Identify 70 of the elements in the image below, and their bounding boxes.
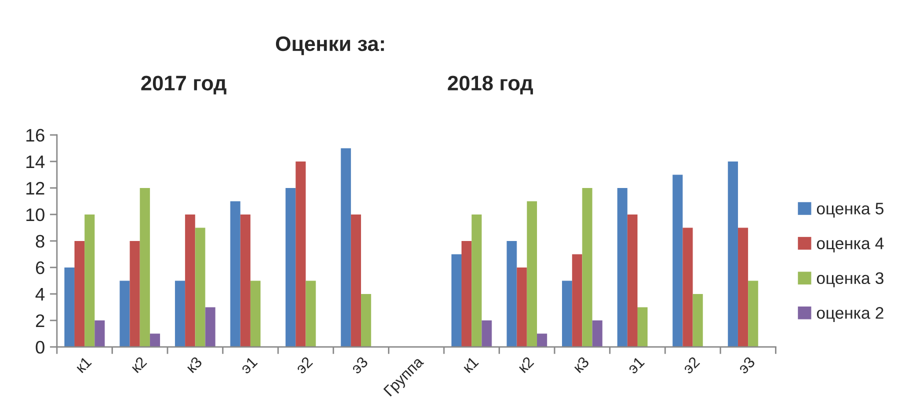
bar	[286, 188, 296, 347]
bar	[738, 228, 748, 347]
y-tick-label: 0	[36, 340, 44, 354]
bar	[74, 240, 85, 347]
bar	[582, 188, 592, 347]
bar	[306, 280, 316, 347]
bar	[682, 228, 693, 347]
bar	[728, 161, 738, 347]
bar	[130, 240, 140, 347]
y-tick-label: 12	[26, 182, 44, 194]
x-tick-label: э2	[294, 356, 314, 374]
bar	[185, 214, 196, 347]
x-tick-label: э1	[626, 356, 645, 374]
bar	[592, 320, 602, 347]
bar	[472, 214, 482, 347]
bar	[195, 228, 206, 347]
y-tick-label: 6	[36, 261, 44, 274]
x-tick-label: к1	[462, 356, 479, 374]
text: 2018 год	[448, 76, 533, 94]
x-tick-label: к3	[572, 356, 590, 374]
bar	[482, 320, 492, 347]
bar	[296, 161, 306, 347]
chart-title: Оценки за:	[276, 36, 384, 56]
bar	[120, 280, 130, 347]
legend-label: оценка 2	[816, 307, 884, 322]
x-tick-label: э2	[682, 356, 700, 374]
bar	[64, 267, 74, 347]
y-tick-label: 16	[26, 128, 44, 142]
bar	[174, 280, 186, 347]
text: 2017 год	[141, 76, 226, 94]
bar	[205, 307, 216, 347]
x-tick-label: э3	[737, 356, 756, 374]
bar	[462, 240, 472, 347]
y-tick-label: 4	[35, 288, 45, 300]
bar	[230, 201, 240, 347]
legend-label: оценка 5	[816, 202, 884, 218]
bar	[572, 254, 582, 347]
x-tick-label: э3	[350, 356, 368, 374]
bar	[516, 267, 527, 347]
bar	[140, 188, 150, 347]
legend-label: оценка 4	[816, 238, 884, 252]
x-tick-label: к1	[74, 356, 92, 374]
y-tick-label: 14	[26, 156, 45, 168]
bar	[536, 334, 548, 347]
bar	[526, 201, 537, 347]
legend-label: оценка 3	[816, 272, 884, 288]
bar	[451, 254, 462, 347]
y-tick-label: 10	[26, 208, 44, 222]
bar	[150, 334, 160, 347]
bar	[637, 307, 648, 347]
bar	[692, 294, 703, 347]
x-tick-label: к3	[185, 356, 203, 374]
x-tick-label: к2	[130, 356, 148, 374]
bar	[94, 320, 105, 347]
x-tick-label: э1	[240, 356, 258, 374]
bar	[340, 148, 351, 347]
bar	[361, 294, 372, 347]
bar	[250, 280, 261, 347]
x-tick-label: к2	[517, 356, 534, 374]
bar	[617, 188, 628, 347]
bar	[672, 174, 683, 347]
bar	[84, 214, 95, 347]
bar	[350, 214, 362, 347]
bar	[240, 214, 250, 347]
bar	[506, 240, 517, 347]
y-tick-label: 8	[36, 234, 44, 248]
bar	[627, 214, 638, 347]
y-tick-label: 2	[36, 314, 44, 327]
bar	[748, 280, 758, 347]
bar	[562, 280, 572, 347]
